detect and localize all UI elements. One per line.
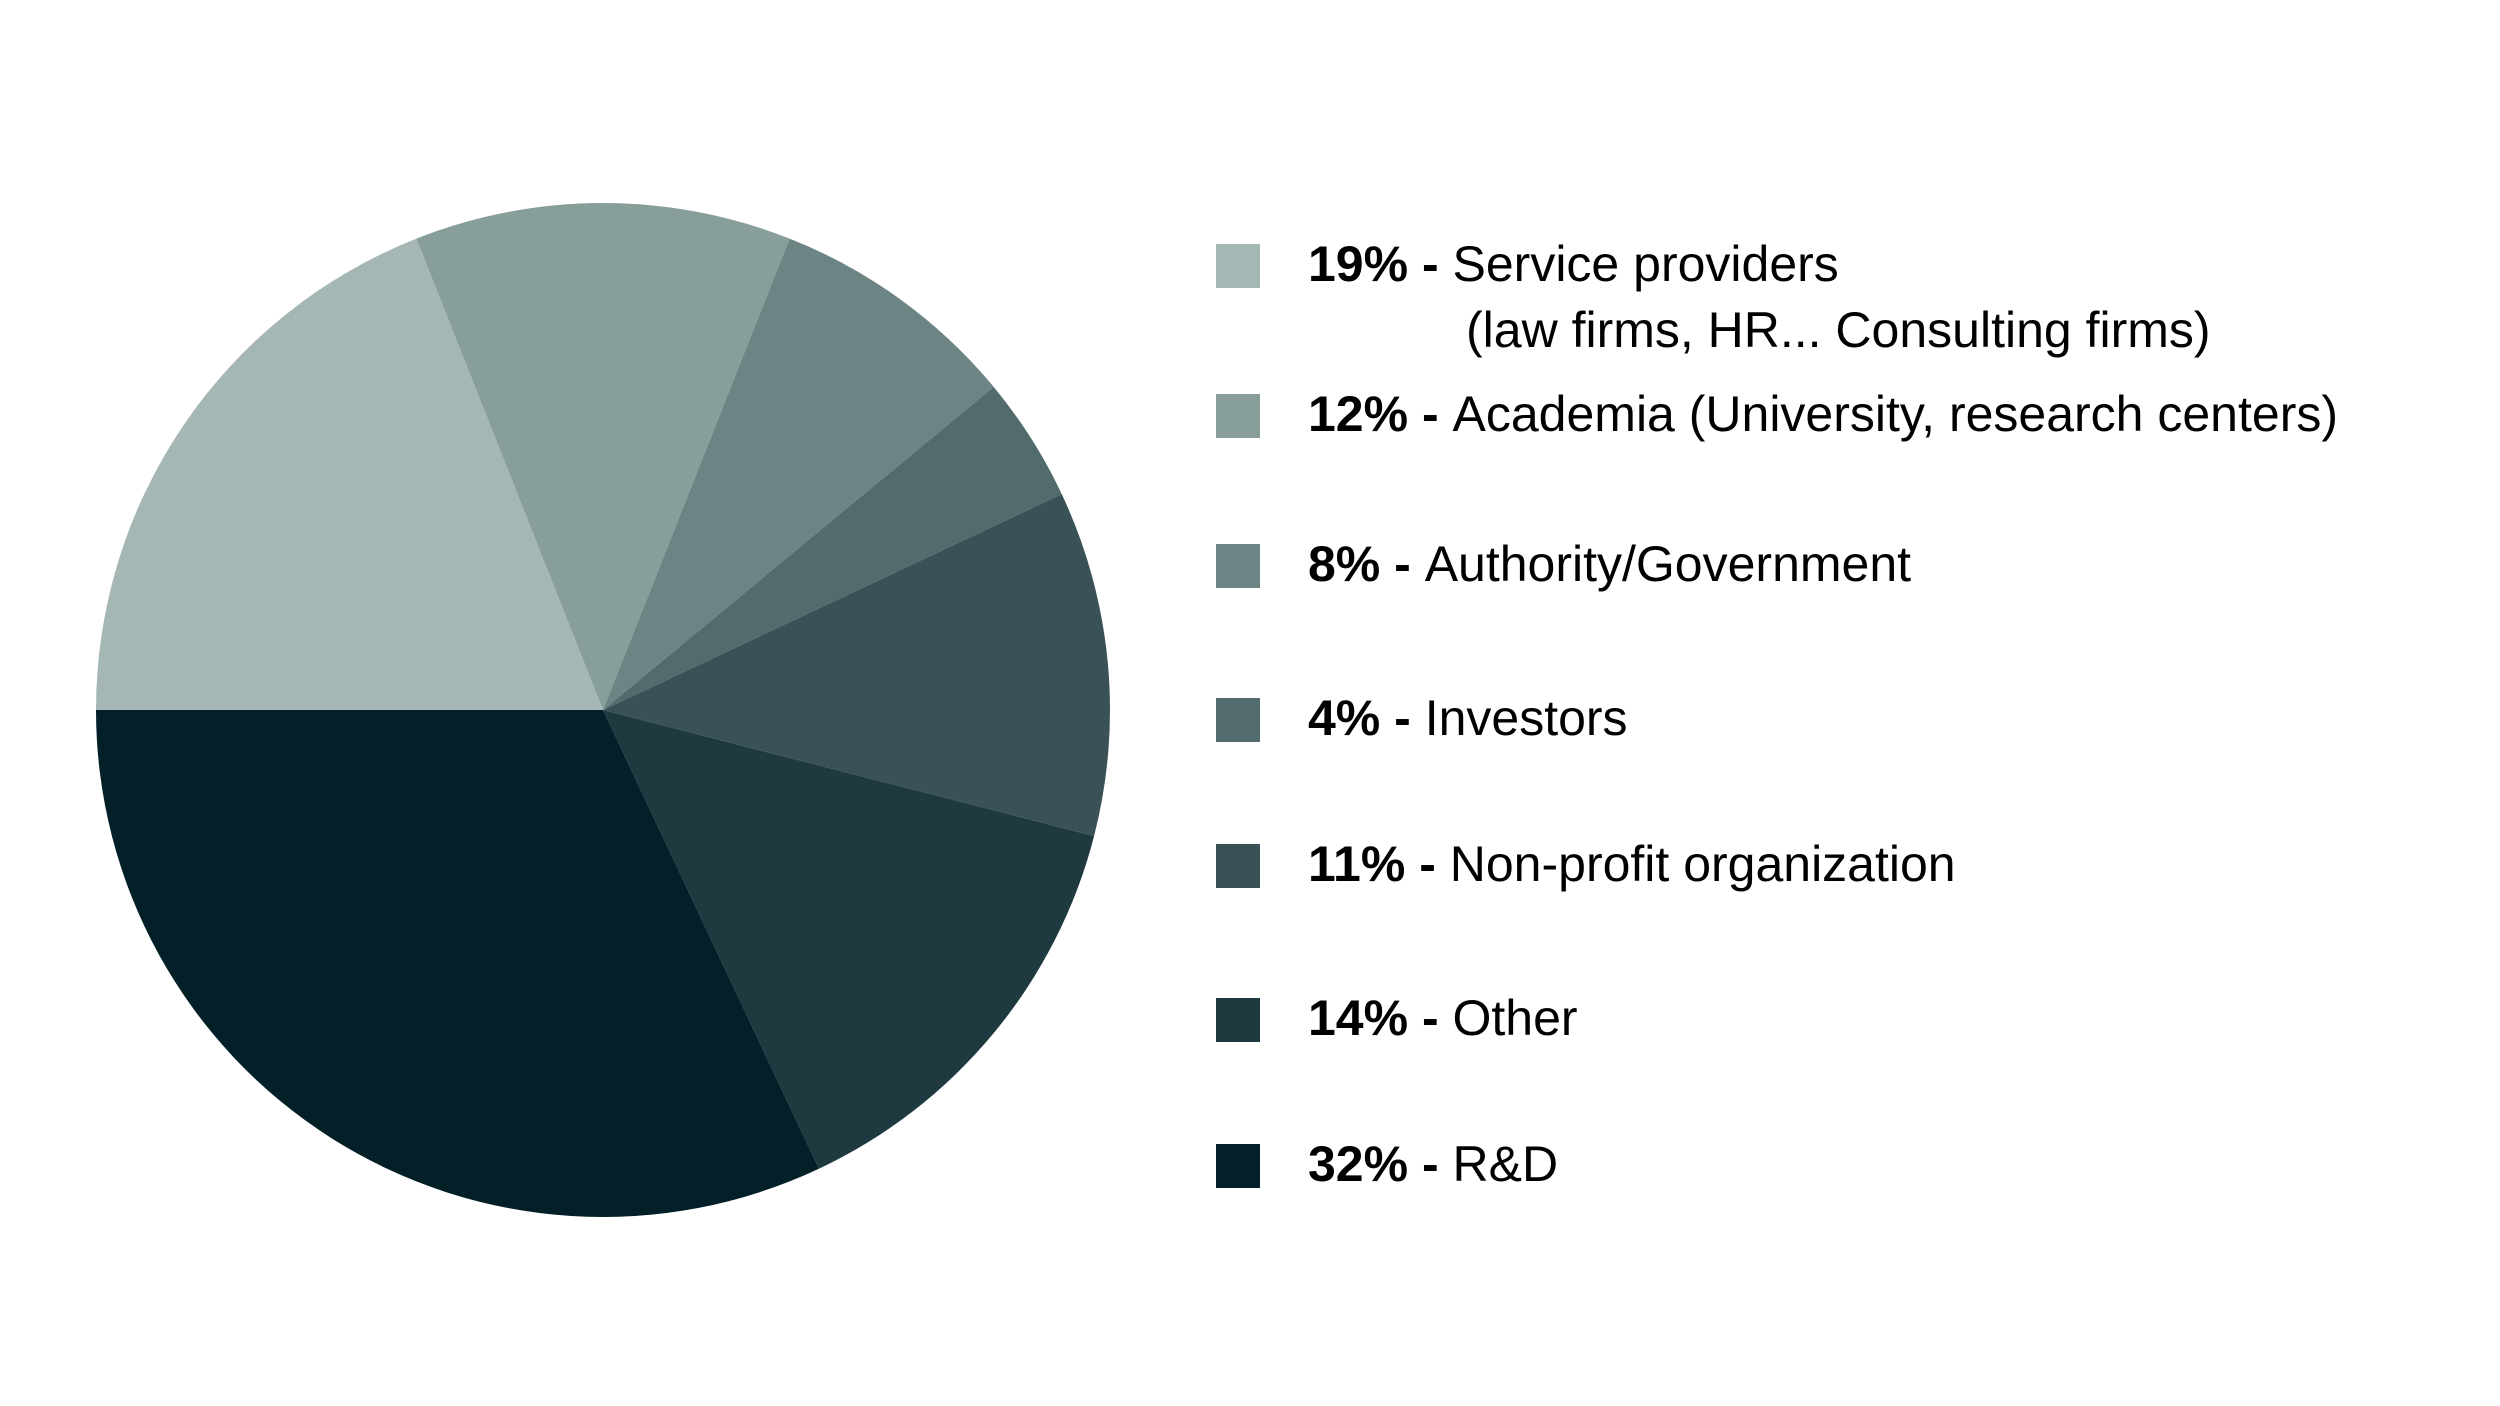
- legend-label: Other: [1452, 990, 1578, 1046]
- legend-value: 12%: [1308, 386, 1409, 442]
- legend-swatch: [1216, 1144, 1260, 1188]
- legend-label: R&D: [1452, 1136, 1559, 1192]
- legend-swatch: [1216, 244, 1260, 288]
- legend-value: 4%: [1308, 690, 1381, 746]
- legend-separator: -: [1408, 990, 1453, 1046]
- legend-swatch: [1216, 998, 1260, 1042]
- legend-text: 11% - Non-profit organization: [1308, 834, 1956, 894]
- legend-label: Service providers: [1452, 236, 1839, 292]
- legend-sublabel: (law firms, HR... Consulting firms): [1466, 302, 2211, 358]
- pie-slice-academia-university-research-centers: [416, 202, 790, 710]
- pie-slice-r-d: [96, 710, 819, 1218]
- legend-separator: -: [1408, 1136, 1453, 1192]
- legend-value: 11%: [1308, 836, 1406, 892]
- legend-text: 14% - Other: [1308, 988, 1578, 1048]
- legend-label: Investors: [1424, 690, 1628, 746]
- legend-value: 8%: [1308, 536, 1381, 592]
- legend-swatch: [1216, 394, 1260, 438]
- legend-separator: -: [1408, 386, 1453, 442]
- pie-slice-authority-government: [603, 238, 994, 710]
- legend-separator: -: [1380, 536, 1425, 592]
- legend-swatch: [1216, 544, 1260, 588]
- legend-swatch: [1216, 844, 1260, 888]
- legend-value: 32%: [1308, 1136, 1409, 1192]
- pie-slice-non-profit-organization: [603, 494, 1111, 837]
- pie-slice-other: [603, 710, 1095, 1169]
- legend-text: 4% - Investors: [1308, 688, 1628, 748]
- pie-slice-service-providers: [96, 238, 603, 710]
- legend-value: 14%: [1308, 990, 1409, 1046]
- legend-label: Authority/Government: [1424, 536, 1912, 592]
- legend-text: 12% - Academia (University, research cen…: [1308, 384, 2338, 444]
- legend-separator: -: [1408, 236, 1453, 292]
- legend-text: 32% - R&D: [1308, 1134, 1558, 1194]
- legend-swatch: [1216, 698, 1260, 742]
- legend-separator: -: [1405, 836, 1450, 892]
- legend-text: 19% - Service providers: [1308, 234, 1839, 294]
- pie-slice-investors: [603, 386, 1062, 710]
- legend-separator: -: [1380, 690, 1425, 746]
- legend-text: 8% - Authority/Government: [1308, 534, 1911, 594]
- pie-chart: [96, 202, 1111, 1218]
- legend-label: Non-profit organization: [1449, 836, 1956, 892]
- legend-label: Academia (University, research centers): [1452, 386, 2338, 442]
- legend-value: 19%: [1308, 236, 1409, 292]
